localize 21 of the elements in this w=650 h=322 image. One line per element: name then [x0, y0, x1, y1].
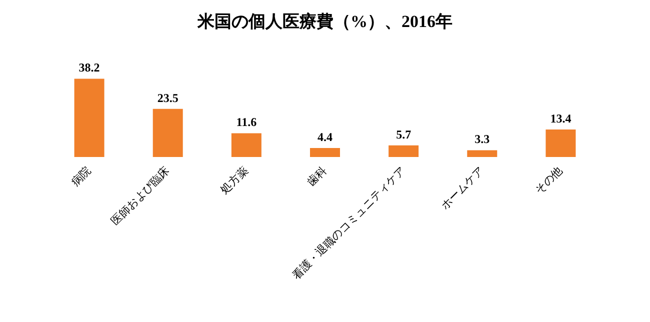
- data-label: 4.4: [318, 130, 332, 144]
- x-tick-label: 医師および臨床: [108, 164, 172, 228]
- x-tick-label: ホームケア: [439, 164, 486, 212]
- bar: [388, 145, 419, 157]
- data-label: 38.2: [78, 60, 100, 75]
- data-label: 5.7: [396, 127, 412, 142]
- x-tick-label: 歯科: [304, 164, 330, 189]
- data-label: 3.3: [474, 132, 490, 146]
- x-tick-label: 処方薬: [218, 164, 251, 197]
- data-label: 23.5: [157, 90, 178, 105]
- x-tick-label: 病院: [68, 164, 94, 189]
- chart-title: 米国の個人医療費（%）、2016年: [196, 12, 452, 31]
- bar: [74, 78, 104, 157]
- bar: [231, 133, 262, 157]
- data-label: 13.4: [550, 112, 572, 126]
- x-tick-label: その他: [533, 164, 565, 197]
- data-label: 11.6: [236, 115, 257, 130]
- bar: [467, 150, 498, 157]
- bar: [152, 108, 183, 157]
- bar: [546, 130, 576, 157]
- bar: [310, 148, 340, 157]
